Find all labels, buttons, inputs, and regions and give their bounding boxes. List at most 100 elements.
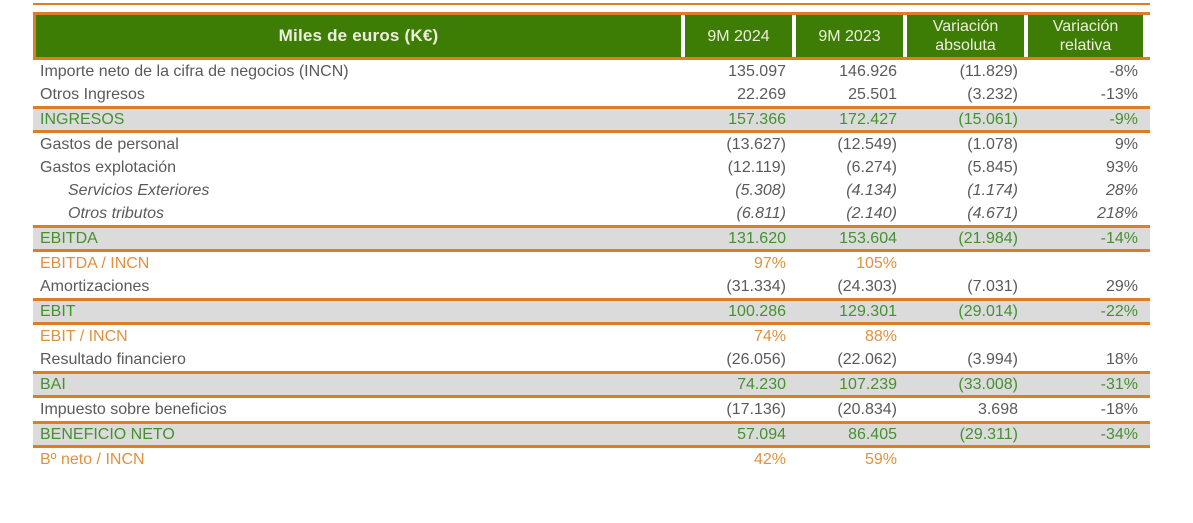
cell-variacion-absoluta: (21.984)	[958, 229, 1018, 247]
cell-9m-2024: (6.811)	[736, 204, 786, 222]
cell-variacion-absoluta: (11.829)	[959, 62, 1018, 80]
row-label: Otros Ingresos	[40, 85, 145, 103]
row-label: Gastos explotación	[40, 158, 177, 176]
row-label: BAI	[40, 375, 66, 393]
cell-9m-2023: (2.140)	[846, 204, 897, 222]
cell-9m-2024: (31.334)	[726, 277, 786, 295]
cell-9m-2023: 172.427	[839, 110, 897, 128]
cell-9m-2024: 74.230	[737, 375, 786, 393]
cell-9m-2024: 57.094	[737, 425, 786, 443]
cell-variacion-relativa: -9%	[1109, 110, 1138, 128]
cell-9m-2024: 135.097	[728, 62, 786, 80]
row-label: EBITDA / INCN	[40, 254, 150, 272]
cell-9m-2023: 107.239	[839, 375, 897, 393]
cell-variacion-absoluta: (1.174)	[967, 181, 1018, 199]
row-label: Impuesto sobre beneficios	[40, 400, 227, 418]
cell-9m-2024: (13.627)	[726, 135, 786, 153]
cell-variacion-relativa: -14%	[1100, 229, 1138, 247]
cell-9m-2023: 88%	[864, 327, 897, 345]
table-row: INGRESOS 157.366 172.427 (15.061) -9%	[33, 106, 1150, 133]
table-row: EBIT 100.286 129.301 (29.014) -22%	[33, 298, 1150, 325]
cell-variacion-relativa: -22%	[1100, 302, 1138, 320]
table-row: Gastos explotación (12.119) (6.274) (5.8…	[33, 156, 1150, 179]
table-row: EBITDA 131.620 153.604 (21.984) -14%	[33, 225, 1150, 252]
header-col-variacion-absoluta: Variación absoluta	[907, 15, 1024, 57]
cell-9m-2023: (6.274)	[846, 158, 897, 176]
cell-9m-2024: 157.366	[728, 110, 786, 128]
cell-variacion-relativa: -13%	[1100, 85, 1138, 103]
cell-9m-2024: (12.119)	[727, 158, 786, 176]
cell-9m-2024: 42%	[753, 450, 786, 468]
table-header-row: Miles de euros (K€) 9M 2024 9M 2023 Vari…	[33, 12, 1150, 60]
cell-9m-2023: (4.134)	[846, 181, 897, 199]
table-row: Bº neto / INCN 42% 59%	[33, 448, 1150, 471]
table-row: BAI 74.230 107.239 (33.008) -31%	[33, 371, 1150, 398]
cell-9m-2023: (12.549)	[837, 135, 897, 153]
row-label: Bº neto / INCN	[40, 450, 145, 468]
table-row: Amortizaciones (31.334) (24.303) (7.031)…	[33, 275, 1150, 298]
table-row: BENEFICIO NETO 57.094 86.405 (29.311) -3…	[33, 421, 1150, 448]
top-divider	[33, 3, 1150, 5]
cell-9m-2024: 131.620	[728, 229, 786, 247]
cell-9m-2023: 129.301	[839, 302, 897, 320]
cell-9m-2024: 74%	[753, 327, 786, 345]
cell-variacion-relativa: 29%	[1105, 277, 1138, 295]
row-label: EBIT	[40, 302, 76, 320]
cell-9m-2024: 100.286	[728, 302, 786, 320]
cell-9m-2024: (5.308)	[735, 181, 786, 199]
cell-variacion-relativa: 93%	[1105, 158, 1138, 176]
table-row: EBITDA / INCN 97% 105%	[33, 252, 1150, 275]
header-col-9m-2023: 9M 2023	[796, 15, 903, 57]
cell-variacion-relativa: -8%	[1109, 62, 1138, 80]
cell-9m-2024: (17.136)	[726, 400, 786, 418]
cell-variacion-absoluta: (29.311)	[959, 425, 1018, 443]
header-units-label: Miles de euros (K€)	[36, 15, 681, 57]
table-row: Resultado financiero (26.056) (22.062) (…	[33, 348, 1150, 371]
cell-variacion-relativa: -31%	[1100, 375, 1138, 393]
row-label: EBITDA	[40, 229, 98, 247]
cell-9m-2024: 22.269	[737, 85, 786, 103]
table-row: EBIT / INCN 74% 88%	[33, 325, 1150, 348]
cell-variacion-absoluta: (3.994)	[967, 350, 1018, 368]
cell-variacion-absoluta: (5.845)	[967, 158, 1018, 176]
cell-variacion-absoluta: (29.014)	[958, 302, 1018, 320]
table-row: Impuesto sobre beneficios (17.136) (20.8…	[33, 398, 1150, 421]
row-label: Resultado financiero	[40, 350, 186, 368]
cell-variacion-absoluta: (33.008)	[958, 375, 1018, 393]
cell-9m-2023: (22.062)	[837, 350, 897, 368]
row-label: Amortizaciones	[40, 277, 150, 295]
table-row: Gastos de personal (13.627) (12.549) (1.…	[33, 133, 1150, 156]
cell-9m-2023: 25.501	[848, 85, 897, 103]
cell-variacion-relativa: -34%	[1100, 425, 1138, 443]
table-body: Importe neto de la cifra de negocios (IN…	[33, 60, 1150, 471]
row-label: Otros tributos	[68, 204, 165, 222]
row-label: Importe neto de la cifra de negocios (IN…	[40, 62, 349, 80]
cell-variacion-absoluta: 3.698	[977, 400, 1018, 418]
cell-9m-2023: (20.834)	[837, 400, 897, 418]
header-col-variacion-relativa: Variación relativa	[1028, 15, 1143, 57]
table-row: Otros tributos (6.811) (2.140) (4.671) 2…	[33, 202, 1150, 225]
cell-9m-2023: 153.604	[839, 229, 897, 247]
cell-variacion-absoluta: (7.031)	[967, 277, 1018, 295]
row-label: EBIT / INCN	[40, 327, 128, 345]
financial-results-table: Miles de euros (K€) 9M 2024 9M 2023 Vari…	[33, 3, 1150, 471]
row-label: BENEFICIO NETO	[40, 425, 175, 443]
cell-variacion-absoluta: (1.078)	[967, 135, 1018, 153]
cell-variacion-relativa: 18%	[1105, 350, 1138, 368]
cell-9m-2023: 105%	[856, 254, 897, 272]
row-label: Gastos de personal	[40, 135, 179, 153]
cell-variacion-absoluta: (15.061)	[958, 110, 1018, 128]
cell-variacion-relativa: 218%	[1097, 204, 1138, 222]
row-label: Servicios Exteriores	[68, 181, 210, 199]
cell-9m-2023: 59%	[864, 450, 897, 468]
cell-variacion-relativa: -18%	[1100, 400, 1138, 418]
cell-9m-2023: 146.926	[839, 62, 897, 80]
cell-variacion-absoluta: (3.232)	[967, 85, 1018, 103]
header-col-9m-2024: 9M 2024	[685, 15, 792, 57]
cell-9m-2024: 97%	[753, 254, 786, 272]
cell-variacion-relativa: 28%	[1105, 181, 1138, 199]
cell-variacion-relativa: 9%	[1114, 135, 1138, 153]
table-row: Otros Ingresos 22.269 25.501 (3.232) -13…	[33, 83, 1150, 106]
table-row: Importe neto de la cifra de negocios (IN…	[33, 60, 1150, 83]
cell-variacion-absoluta: (4.671)	[967, 204, 1018, 222]
